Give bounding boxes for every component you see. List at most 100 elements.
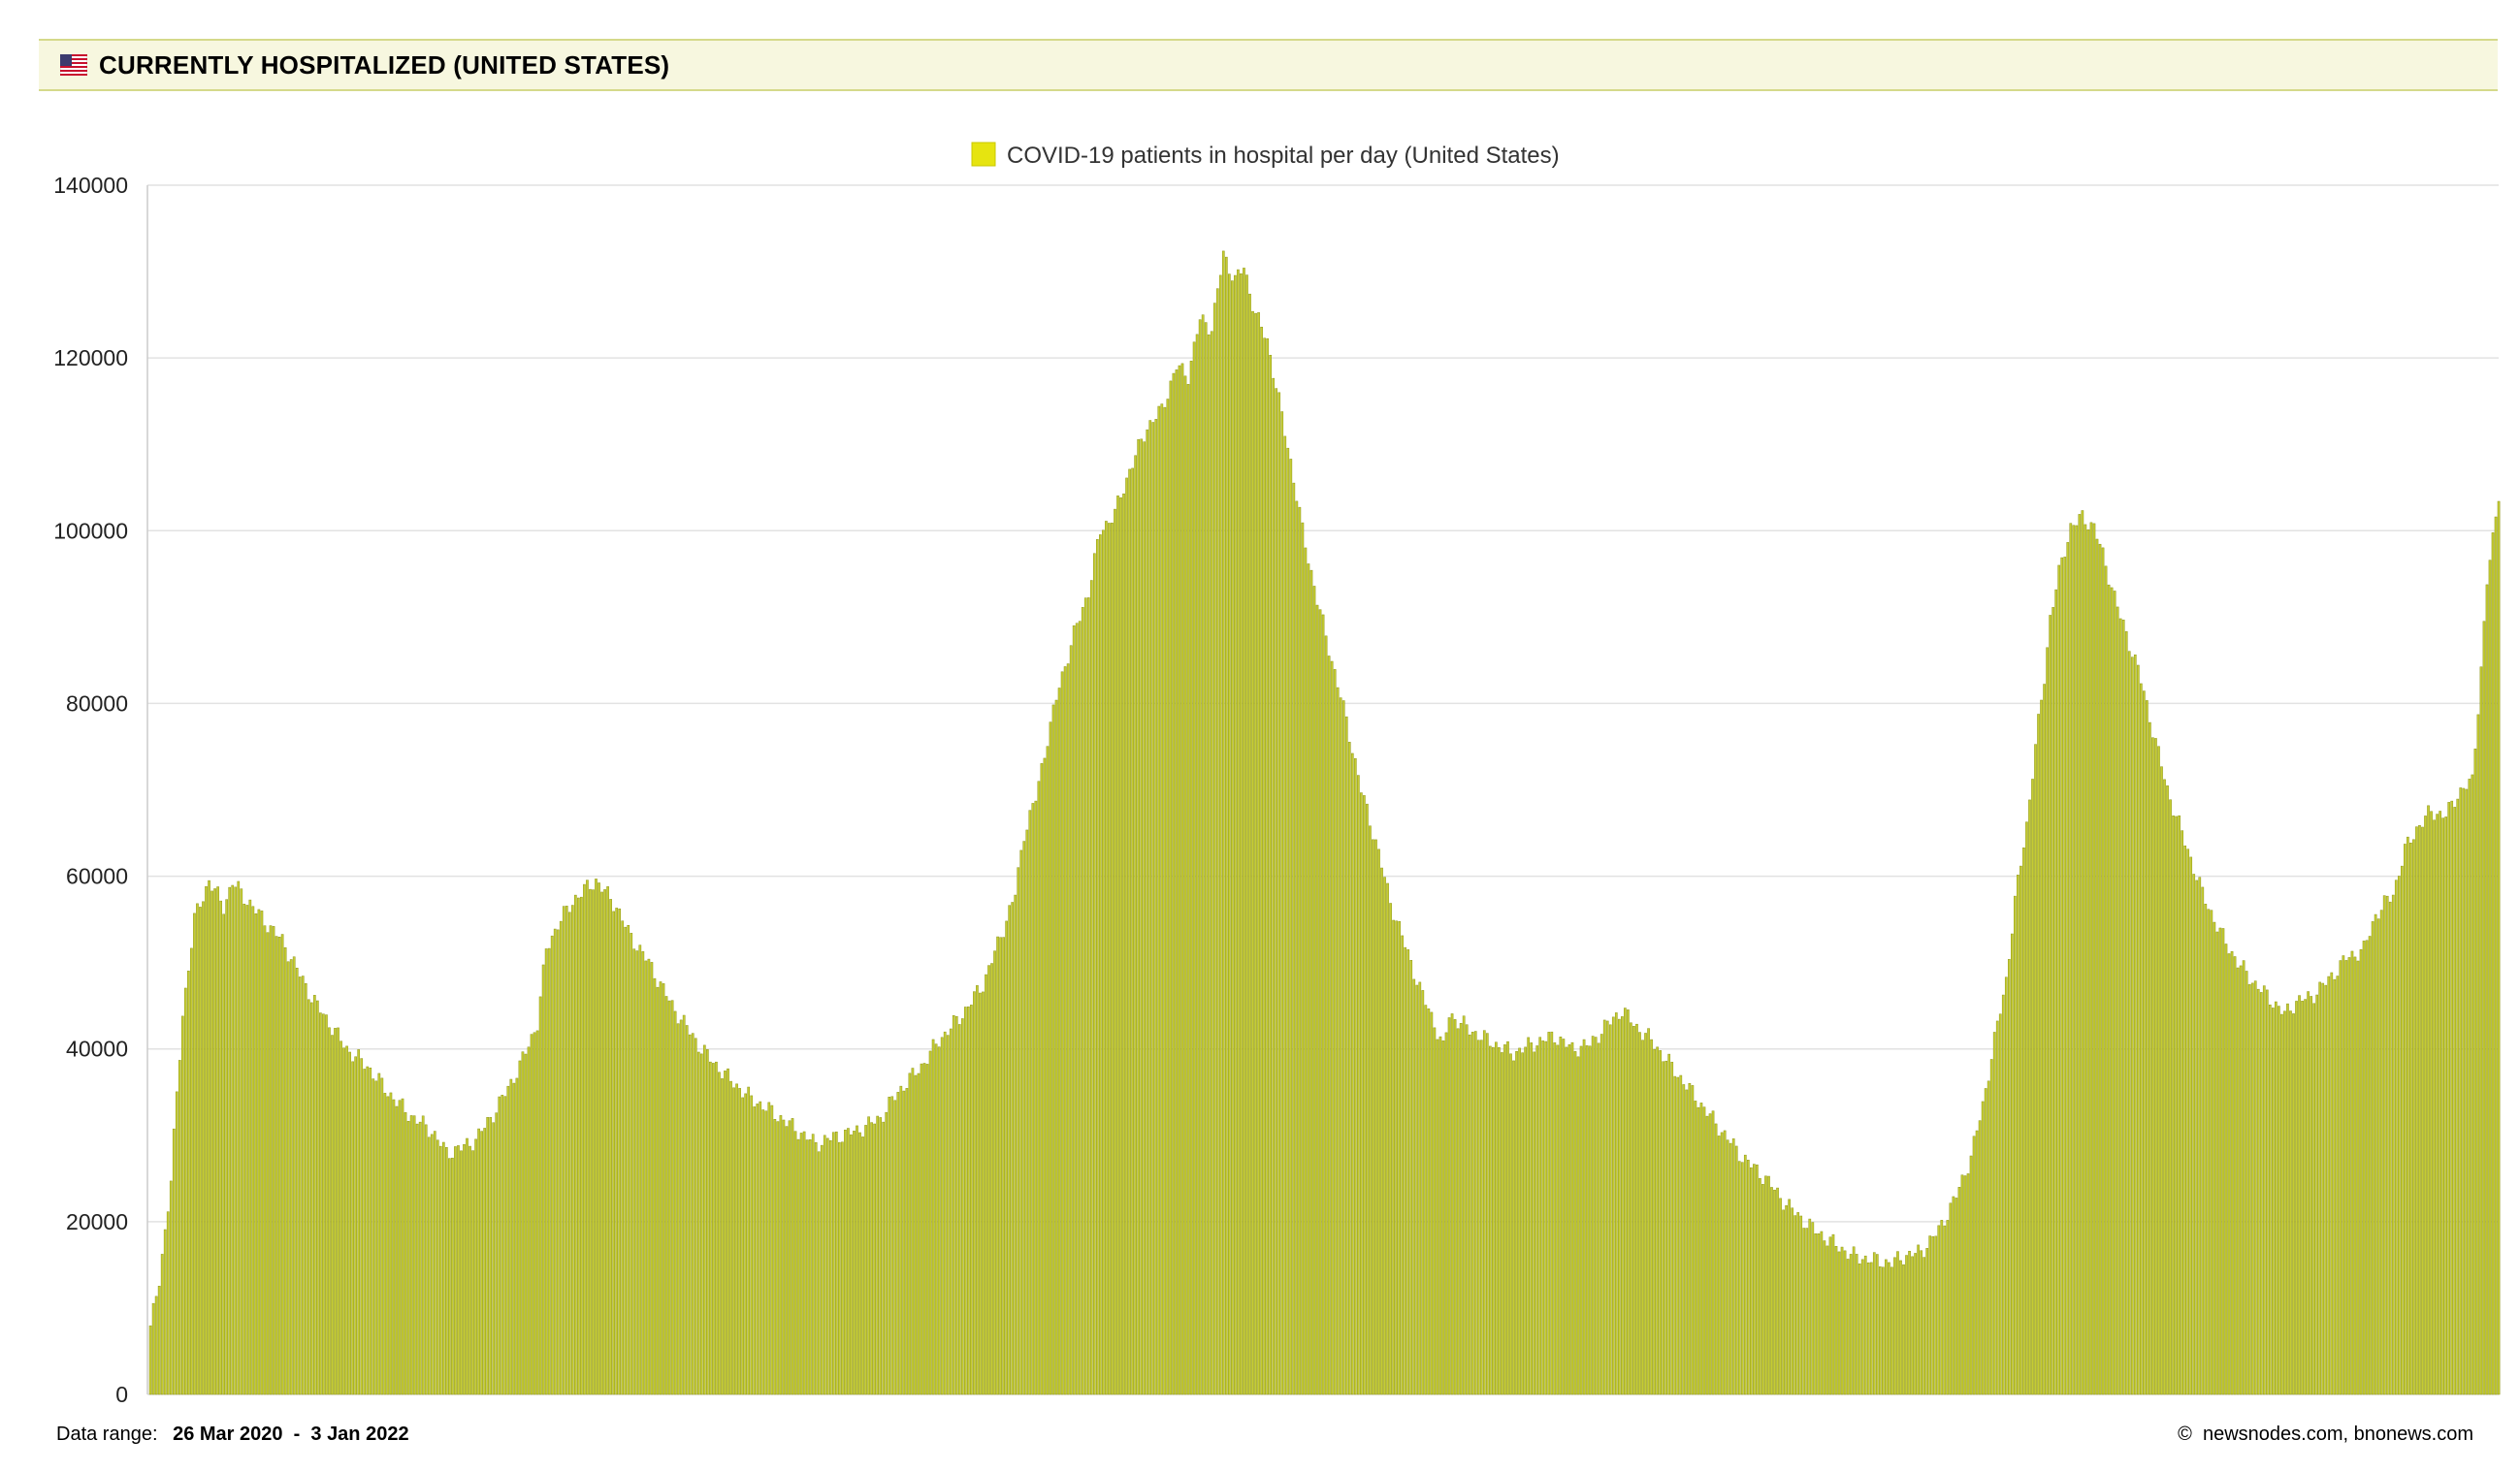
bar[interactable]	[1231, 280, 1234, 1395]
bar[interactable]	[1767, 1175, 1770, 1395]
bar[interactable]	[1128, 468, 1131, 1395]
bar[interactable]	[1527, 1037, 1530, 1395]
bar[interactable]	[729, 1080, 732, 1395]
bar[interactable]	[2342, 955, 2345, 1395]
bar[interactable]	[1386, 882, 1389, 1395]
bar[interactable]	[747, 1086, 751, 1395]
bar[interactable]	[1955, 1198, 1958, 1395]
bar[interactable]	[715, 1061, 718, 1395]
bar[interactable]	[1740, 1162, 1744, 1395]
bar[interactable]	[1538, 1037, 1542, 1395]
bar[interactable]	[885, 1111, 888, 1395]
bar[interactable]	[670, 1000, 674, 1395]
bar[interactable]	[2312, 1003, 2315, 1395]
bar[interactable]	[808, 1138, 812, 1395]
bar[interactable]	[1594, 1037, 1598, 1395]
bar[interactable]	[1468, 1034, 1471, 1395]
bar[interactable]	[724, 1071, 727, 1395]
bar[interactable]	[1438, 1036, 1442, 1395]
bar[interactable]	[1699, 1103, 1703, 1395]
bar[interactable]	[2146, 700, 2148, 1395]
bar[interactable]	[448, 1158, 451, 1395]
bar[interactable]	[738, 1088, 741, 1395]
bar[interactable]	[650, 962, 654, 1395]
bar[interactable]	[1585, 1045, 1589, 1395]
bar[interactable]	[1060, 671, 1064, 1395]
bar[interactable]	[952, 1015, 955, 1395]
bar[interactable]	[2336, 976, 2340, 1395]
bar[interactable]	[2272, 1008, 2275, 1395]
bar[interactable]	[756, 1104, 759, 1395]
bar[interactable]	[322, 1013, 325, 1395]
bar[interactable]	[222, 913, 225, 1395]
bar[interactable]	[1495, 1041, 1498, 1395]
bar[interactable]	[1005, 920, 1008, 1395]
bar[interactable]	[2236, 967, 2240, 1395]
bar[interactable]	[2391, 894, 2395, 1395]
bar[interactable]	[1183, 375, 1187, 1395]
bar[interactable]	[2004, 976, 2008, 1395]
bar[interactable]	[2022, 848, 2025, 1395]
bar[interactable]	[861, 1136, 864, 1395]
bar[interactable]	[1591, 1036, 1595, 1395]
bar[interactable]	[1728, 1142, 1732, 1395]
bar[interactable]	[805, 1139, 809, 1395]
bar[interactable]	[2307, 991, 2310, 1395]
bar[interactable]	[1078, 621, 1082, 1395]
bar[interactable]	[1627, 1009, 1630, 1395]
bar[interactable]	[1582, 1039, 1586, 1395]
bar[interactable]	[1796, 1212, 1800, 1395]
bar[interactable]	[879, 1117, 883, 1395]
bar[interactable]	[2327, 976, 2331, 1395]
bar[interactable]	[1679, 1074, 1683, 1395]
bar[interactable]	[457, 1145, 460, 1395]
bar[interactable]	[802, 1131, 806, 1395]
bar[interactable]	[1723, 1130, 1727, 1395]
bar[interactable]	[269, 925, 273, 1395]
bar[interactable]	[712, 1063, 715, 1395]
bar[interactable]	[1957, 1187, 1961, 1395]
bar[interactable]	[2462, 787, 2466, 1395]
bar[interactable]	[275, 936, 278, 1395]
bar[interactable]	[1043, 757, 1047, 1395]
bar[interactable]	[562, 906, 565, 1395]
bar[interactable]	[741, 1097, 744, 1395]
bar[interactable]	[896, 1092, 900, 1395]
bar[interactable]	[2210, 910, 2213, 1395]
bar[interactable]	[559, 920, 563, 1395]
bar[interactable]	[761, 1109, 765, 1395]
bar[interactable]	[624, 926, 628, 1395]
bar[interactable]	[1708, 1113, 1712, 1395]
bar[interactable]	[2382, 895, 2386, 1395]
bar[interactable]	[1890, 1266, 1893, 1395]
bar[interactable]	[2456, 798, 2460, 1395]
bar[interactable]	[954, 1015, 958, 1395]
bar[interactable]	[937, 1046, 941, 1395]
bar[interactable]	[838, 1141, 841, 1395]
bar[interactable]	[946, 1035, 950, 1395]
bar[interactable]	[1037, 781, 1041, 1395]
bar[interactable]	[231, 884, 235, 1395]
bar[interactable]	[2245, 971, 2248, 1395]
bar[interactable]	[512, 1082, 516, 1395]
bar[interactable]	[328, 1027, 331, 1395]
bar[interactable]	[474, 1138, 477, 1395]
bar[interactable]	[673, 1010, 677, 1395]
bar[interactable]	[793, 1131, 797, 1395]
bar[interactable]	[1028, 810, 1032, 1395]
bar[interactable]	[2262, 985, 2266, 1395]
bar[interactable]	[2350, 950, 2354, 1395]
bar[interactable]	[1756, 1164, 1759, 1395]
bar[interactable]	[2315, 994, 2319, 1395]
bar[interactable]	[1450, 1013, 1454, 1395]
bar[interactable]	[501, 1095, 504, 1395]
bar[interactable]	[1611, 1016, 1615, 1395]
bar[interactable]	[1465, 1024, 1469, 1395]
bar[interactable]	[1984, 1088, 1987, 1395]
bar[interactable]	[1559, 1037, 1563, 1395]
bar[interactable]	[565, 906, 568, 1395]
bar[interactable]	[1280, 411, 1284, 1395]
bar[interactable]	[1248, 293, 1251, 1395]
bar[interactable]	[2304, 999, 2307, 1395]
bar[interactable]	[1617, 1018, 1621, 1395]
